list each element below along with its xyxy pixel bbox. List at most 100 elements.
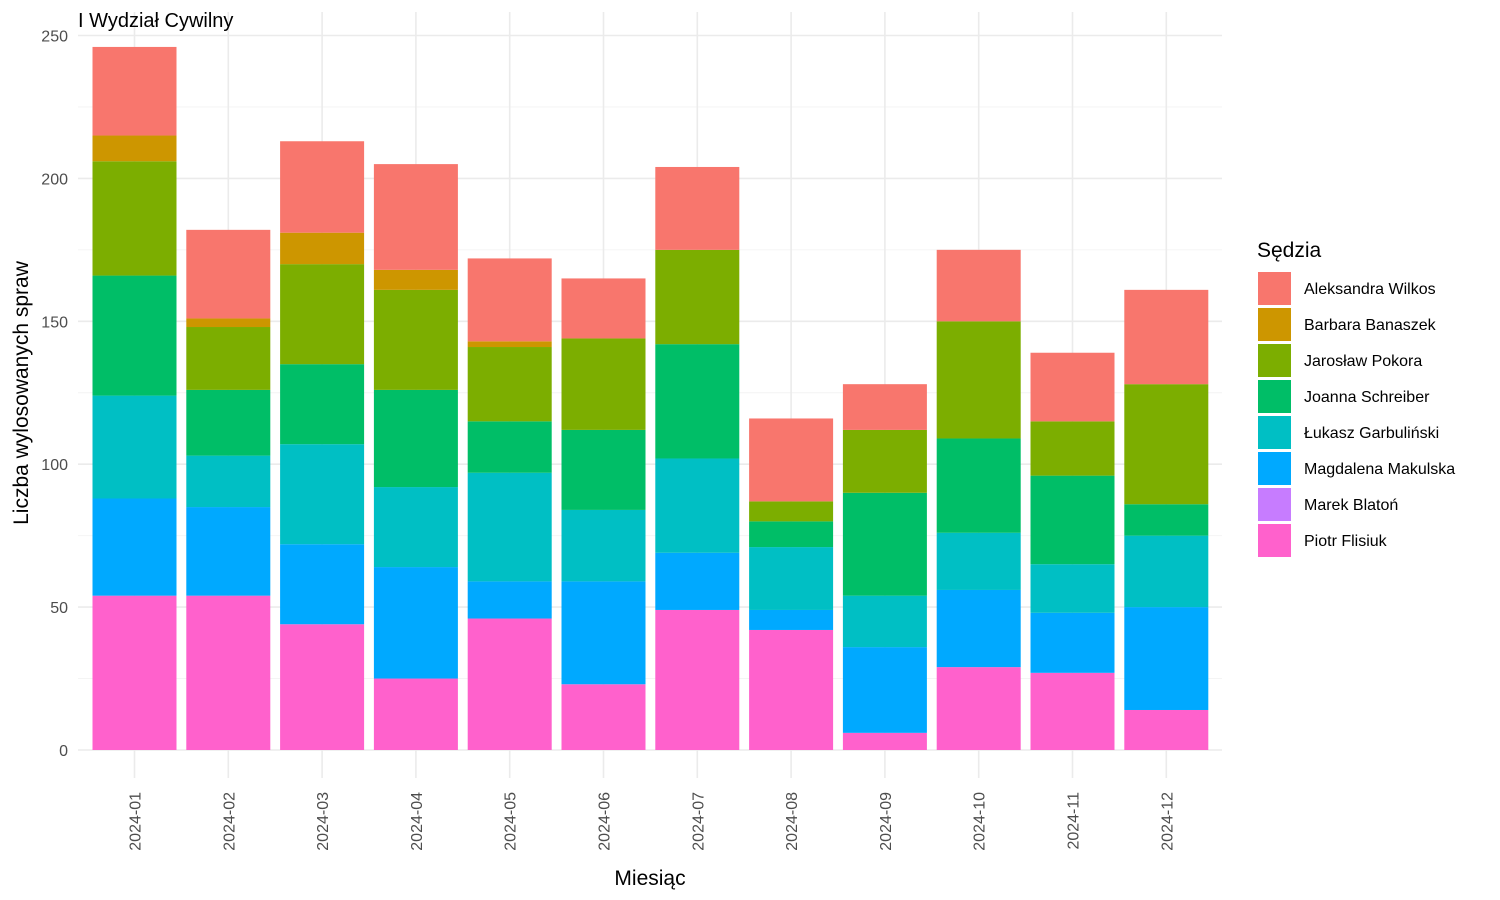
x-tick-label: 2024-03	[315, 792, 332, 851]
bar-segment	[561, 429, 646, 510]
bar-segment	[186, 327, 271, 390]
legend-swatch	[1258, 380, 1291, 413]
bar-segment	[467, 347, 552, 422]
x-tick-label: 2024-12	[1159, 792, 1176, 851]
legend: Sędzia Aleksandra Wilkos Barbara Banaszek…	[1257, 239, 1455, 557]
bar-segment	[842, 492, 927, 596]
x-tick-label: 2024-01	[128, 792, 145, 851]
legend-swatch	[1258, 488, 1291, 521]
bar-segment	[280, 141, 365, 233]
bar-segment	[561, 581, 646, 685]
bar-segment	[842, 429, 927, 493]
bar-segment	[92, 395, 177, 499]
bar-segment	[936, 667, 1021, 750]
bar-segment	[280, 444, 365, 545]
x-tick-label: 2024-08	[784, 792, 801, 851]
bar-segment	[749, 629, 834, 750]
legend-label: Łukasz Garbuliński	[1304, 425, 1439, 442]
y-tick-label: 250	[41, 29, 68, 46]
bar-segment	[373, 487, 458, 568]
x-tick-label: 2024-02	[221, 792, 238, 851]
bar-segment	[1124, 289, 1209, 385]
legend-label: Jarosław Pokora	[1304, 353, 1422, 370]
bar-segment	[936, 321, 1021, 439]
bar-segment	[92, 135, 177, 162]
bar-segment	[280, 544, 365, 625]
bar-segment	[749, 418, 834, 502]
bar-segment	[186, 389, 271, 456]
bar-segment	[1124, 504, 1209, 536]
bar-segment	[467, 472, 552, 582]
bar-segment	[92, 161, 177, 276]
bar-segment	[373, 389, 458, 488]
bar-segment	[1124, 709, 1209, 750]
bars	[92, 46, 1209, 750]
y-axis-ticks: 0 50 100 150 200 250	[41, 29, 68, 761]
x-tick-label: 2024-11	[1066, 792, 1083, 850]
y-tick-label: 100	[41, 457, 68, 474]
bar-segment	[1030, 475, 1115, 565]
legend-swatch	[1258, 308, 1291, 341]
y-axis-title: Liczba wylosowanych spraw	[10, 260, 33, 525]
bar-segment	[1124, 607, 1209, 710]
bar-segment	[561, 338, 646, 430]
bar-segment	[467, 258, 552, 342]
bar-segment	[842, 595, 927, 648]
bar-segment	[655, 552, 740, 610]
bar-segment	[1030, 421, 1115, 476]
bar-segment	[561, 278, 646, 339]
bar-segment	[749, 501, 834, 522]
legend-label: Magdalena Makulska	[1304, 461, 1455, 478]
bar-segment	[749, 547, 834, 610]
x-tick-label: 2024-06	[597, 792, 614, 851]
chart-title: I Wydział Cywilny	[78, 10, 233, 32]
legend-title: Sędzia	[1257, 239, 1322, 262]
legend-swatch	[1258, 344, 1291, 377]
legend-swatch	[1258, 272, 1291, 305]
x-axis-title: Miesiąc	[614, 867, 685, 890]
bar-segment	[1030, 564, 1115, 613]
bar-segment	[655, 344, 740, 459]
bar-segment	[936, 438, 1021, 533]
x-tick-label: 2024-05	[503, 792, 520, 851]
bar-segment	[655, 609, 740, 750]
bar-segment	[842, 384, 927, 430]
bar-segment	[186, 455, 271, 508]
bar-segment	[561, 684, 646, 750]
legend-label: Aleksandra Wilkos	[1304, 281, 1436, 298]
bar-segment	[467, 581, 552, 619]
legend-label: Joanna Schreiber	[1304, 389, 1430, 406]
bar-segment	[467, 618, 552, 750]
legend-swatch	[1258, 416, 1291, 449]
bar-segment	[1030, 612, 1115, 673]
legend-swatch	[1258, 524, 1291, 557]
bar-segment	[280, 624, 365, 750]
x-tick-label: 2024-07	[690, 792, 707, 851]
bar-segment	[92, 498, 177, 596]
bar-segment	[1030, 672, 1115, 750]
bar-segment	[842, 647, 927, 733]
bar-segment	[373, 567, 458, 679]
bar-segment	[1124, 384, 1209, 505]
bar-segment	[749, 609, 834, 630]
bar-segment	[280, 264, 365, 365]
y-tick-label: 50	[50, 600, 68, 617]
bar-segment	[467, 341, 552, 348]
x-tick-label: 2024-04	[409, 792, 426, 851]
bar-segment	[373, 289, 458, 390]
legend-swatch	[1258, 452, 1291, 485]
legend-label: Piotr Flisiuk	[1304, 533, 1388, 550]
bar-segment	[92, 275, 177, 396]
bar-segment	[92, 595, 177, 750]
bar-segment	[92, 46, 177, 136]
bar-segment	[186, 595, 271, 750]
bar-segment	[373, 164, 458, 270]
bar-segment	[561, 509, 646, 582]
bar-segment	[655, 458, 740, 553]
bar-segment	[655, 249, 740, 345]
x-tick-label: 2024-10	[972, 792, 989, 851]
bar-segment	[655, 166, 740, 250]
bar-segment	[373, 269, 458, 290]
legend-label: Marek Blatoń	[1304, 497, 1398, 514]
